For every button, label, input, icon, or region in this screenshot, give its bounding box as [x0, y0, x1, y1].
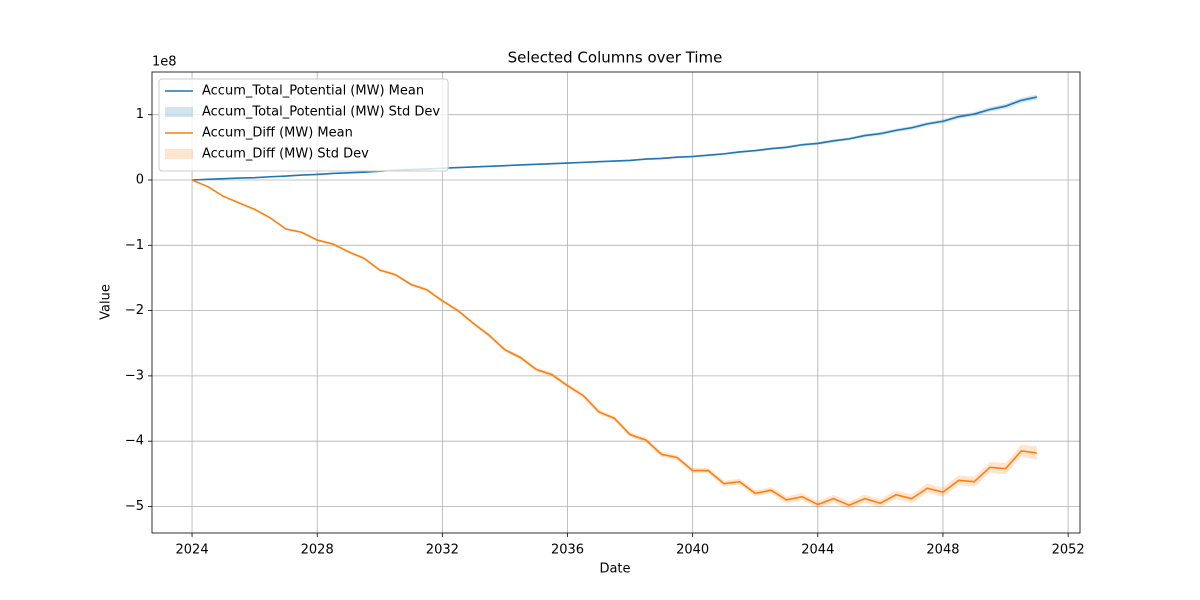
legend-box: [158, 78, 449, 172]
y-tick-label: 0: [136, 173, 144, 188]
y-tick-label: −5: [125, 499, 144, 514]
legend-label: Accum_Diff (MW) Std Dev: [202, 147, 369, 162]
legend-label: Accum_Total_Potential (MW) Mean: [202, 84, 424, 99]
x-tick-label: 2028: [301, 543, 334, 558]
y-tick-label: −2: [125, 303, 144, 318]
std-band: [192, 180, 1037, 510]
y-axis-label: Value: [99, 284, 114, 320]
legend-swatch: [165, 107, 193, 117]
x-tick-label: 2032: [426, 543, 459, 558]
y-tick-label: −4: [125, 434, 144, 449]
line: [191, 179, 1037, 507]
y-tick-label: −1: [125, 238, 144, 253]
legend-swatch: [165, 149, 193, 159]
x-tick-label: 2048: [926, 543, 959, 558]
chart-title: Selected Columns over Time: [508, 49, 723, 67]
line: [192, 96, 1037, 181]
x-tick-label: 2044: [801, 543, 834, 558]
y-offset-label: 1e8: [152, 55, 177, 70]
legend-label: Accum_Total_Potential (MW) Std Dev: [202, 105, 440, 120]
x-tick-label: 2024: [176, 543, 209, 558]
y-tick-label: −3: [125, 368, 144, 383]
x-tick-label: 2040: [676, 543, 709, 558]
x-axis-label: Date: [599, 562, 630, 577]
x-tick-label: 2052: [1052, 543, 1085, 558]
legend-label: Accum_Diff (MW) Mean: [202, 126, 353, 141]
x-tick-label: 2036: [551, 543, 584, 558]
plot-frame: [151, 71, 1081, 534]
legend: Accum_Total_Potential (MW) Mean Accum_Tot…: [158, 78, 449, 172]
y-tick-label: 1: [136, 107, 144, 122]
